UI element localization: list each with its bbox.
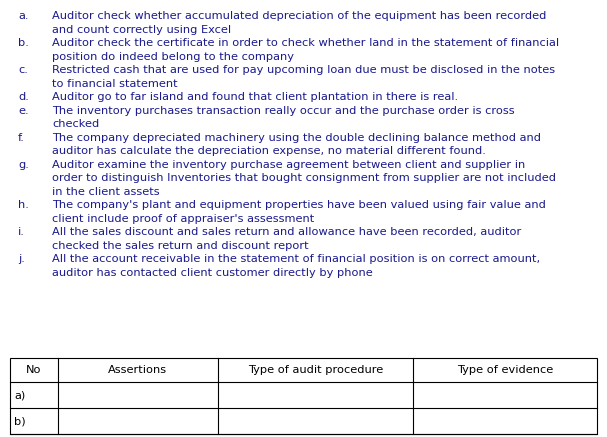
Text: client include proof of appraiser's assessment: client include proof of appraiser's asse… — [52, 214, 314, 224]
Text: b): b) — [14, 416, 25, 426]
Text: The inventory purchases transaction really occur and the purchase order is cross: The inventory purchases transaction real… — [52, 106, 515, 116]
Text: Type of evidence: Type of evidence — [456, 365, 553, 375]
Text: The company depreciated machinery using the double declining balance method and: The company depreciated machinery using … — [52, 133, 541, 143]
Text: d.: d. — [18, 93, 29, 102]
Text: order to distinguish Inventories that bought consignment from supplier are not i: order to distinguish Inventories that bo… — [52, 173, 556, 184]
Text: j.: j. — [18, 254, 25, 264]
Text: f.: f. — [18, 133, 25, 143]
Bar — [10, 358, 597, 434]
Text: e.: e. — [18, 106, 29, 116]
Text: a): a) — [14, 390, 25, 400]
Text: Restricted cash that are used for pay upcoming loan due must be disclosed in the: Restricted cash that are used for pay up… — [52, 66, 555, 76]
Text: auditor has calculate the depreciation expense, no material different found.: auditor has calculate the depreciation e… — [52, 146, 486, 156]
Text: checked the sales return and discount report: checked the sales return and discount re… — [52, 241, 308, 251]
Text: All the sales discount and sales return and allowance have been recorded, audito: All the sales discount and sales return … — [52, 228, 521, 237]
Text: Auditor go to far island and found that client plantation in there is real.: Auditor go to far island and found that … — [52, 93, 458, 102]
Text: b.: b. — [18, 38, 29, 49]
Text: position do indeed belong to the company: position do indeed belong to the company — [52, 52, 294, 62]
Text: Assertions: Assertions — [109, 365, 168, 375]
Text: The company's plant and equipment properties have been valued using fair value a: The company's plant and equipment proper… — [52, 201, 546, 211]
Text: Auditor check whether accumulated depreciation of the equipment has been recorde: Auditor check whether accumulated deprec… — [52, 11, 546, 21]
Text: checked: checked — [52, 119, 100, 129]
Text: All the account receivable in the statement of financial position is on correct : All the account receivable in the statem… — [52, 254, 540, 264]
Text: and count correctly using Excel: and count correctly using Excel — [52, 25, 231, 35]
Text: Auditor check the certificate in order to check whether land in the statement of: Auditor check the certificate in order t… — [52, 38, 559, 49]
Text: No: No — [26, 365, 42, 375]
Text: i.: i. — [18, 228, 25, 237]
Text: Type of audit procedure: Type of audit procedure — [248, 365, 383, 375]
Text: c.: c. — [18, 66, 28, 76]
Text: auditor has contacted client customer directly by phone: auditor has contacted client customer di… — [52, 268, 373, 278]
Text: h.: h. — [18, 201, 29, 211]
Text: Auditor examine the inventory purchase agreement between client and supplier in: Auditor examine the inventory purchase a… — [52, 160, 525, 170]
Text: a.: a. — [18, 11, 29, 21]
Text: in the client assets: in the client assets — [52, 187, 160, 197]
Text: g.: g. — [18, 160, 29, 170]
Text: to financial statement: to financial statement — [52, 79, 178, 89]
